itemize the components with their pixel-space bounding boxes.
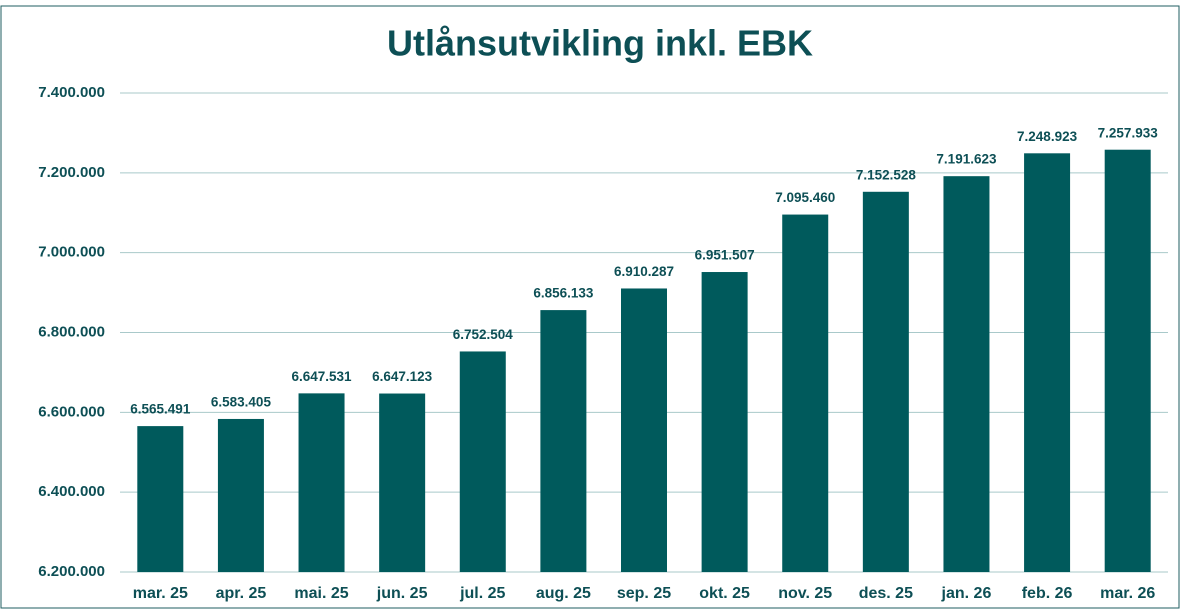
y-tick-label: 6.400.000 <box>38 483 105 500</box>
data-label: 6.583.405 <box>211 395 272 410</box>
chart-frame <box>0 5 1180 609</box>
data-label: 6.565.491 <box>130 402 191 417</box>
y-tick-label: 7.400.000 <box>38 84 105 101</box>
data-label: 7.248.923 <box>1017 129 1078 144</box>
y-tick-label: 6.200.000 <box>38 563 105 580</box>
x-tick-label: mai. 25 <box>294 585 348 602</box>
chart-title: Utlånsutvikling inkl. EBK <box>387 23 813 64</box>
x-tick-label: jan. 26 <box>941 585 992 602</box>
y-tick-label: 7.200.000 <box>38 164 105 181</box>
data-label: 6.752.504 <box>453 327 514 342</box>
x-tick-label: sep. 25 <box>617 585 671 602</box>
bar <box>137 426 184 572</box>
data-label: 6.647.531 <box>292 369 353 384</box>
data-label: 7.191.623 <box>936 152 997 167</box>
bar <box>862 191 909 572</box>
data-label: 6.647.123 <box>372 369 433 384</box>
data-label: 6.856.133 <box>533 286 594 301</box>
bar <box>621 288 667 572</box>
bar <box>540 310 587 572</box>
data-label: 6.951.507 <box>695 248 755 263</box>
x-tick-label: aug. 25 <box>536 585 591 602</box>
x-tick-label: nov. 25 <box>778 585 832 602</box>
bar <box>1104 149 1151 572</box>
data-label: 7.095.460 <box>775 190 835 205</box>
data-label: 7.257.933 <box>1098 125 1159 140</box>
y-tick-label: 7.000.000 <box>38 244 105 261</box>
x-tick-label: feb. 26 <box>1022 585 1073 602</box>
data-label: 7.152.528 <box>856 167 917 182</box>
x-tick-label: mar. 25 <box>133 585 188 602</box>
bar <box>1024 153 1071 572</box>
x-tick-label: jun. 25 <box>376 585 428 602</box>
x-tick-label: okt. 25 <box>699 585 750 602</box>
bar <box>217 418 264 572</box>
bar <box>298 393 345 572</box>
x-tick-label: jul. 25 <box>459 585 505 602</box>
bar <box>943 176 990 572</box>
x-tick-label: mar. 26 <box>1100 585 1155 602</box>
bar <box>701 272 748 572</box>
x-tick-label: apr. 25 <box>216 585 267 602</box>
y-tick-label: 6.600.000 <box>38 403 105 420</box>
y-tick-label: 6.800.000 <box>38 323 105 340</box>
data-label: 6.910.287 <box>614 264 674 279</box>
bar <box>379 393 426 572</box>
bar <box>459 351 506 572</box>
bar <box>782 214 829 573</box>
x-tick-label: des. 25 <box>859 585 913 602</box>
